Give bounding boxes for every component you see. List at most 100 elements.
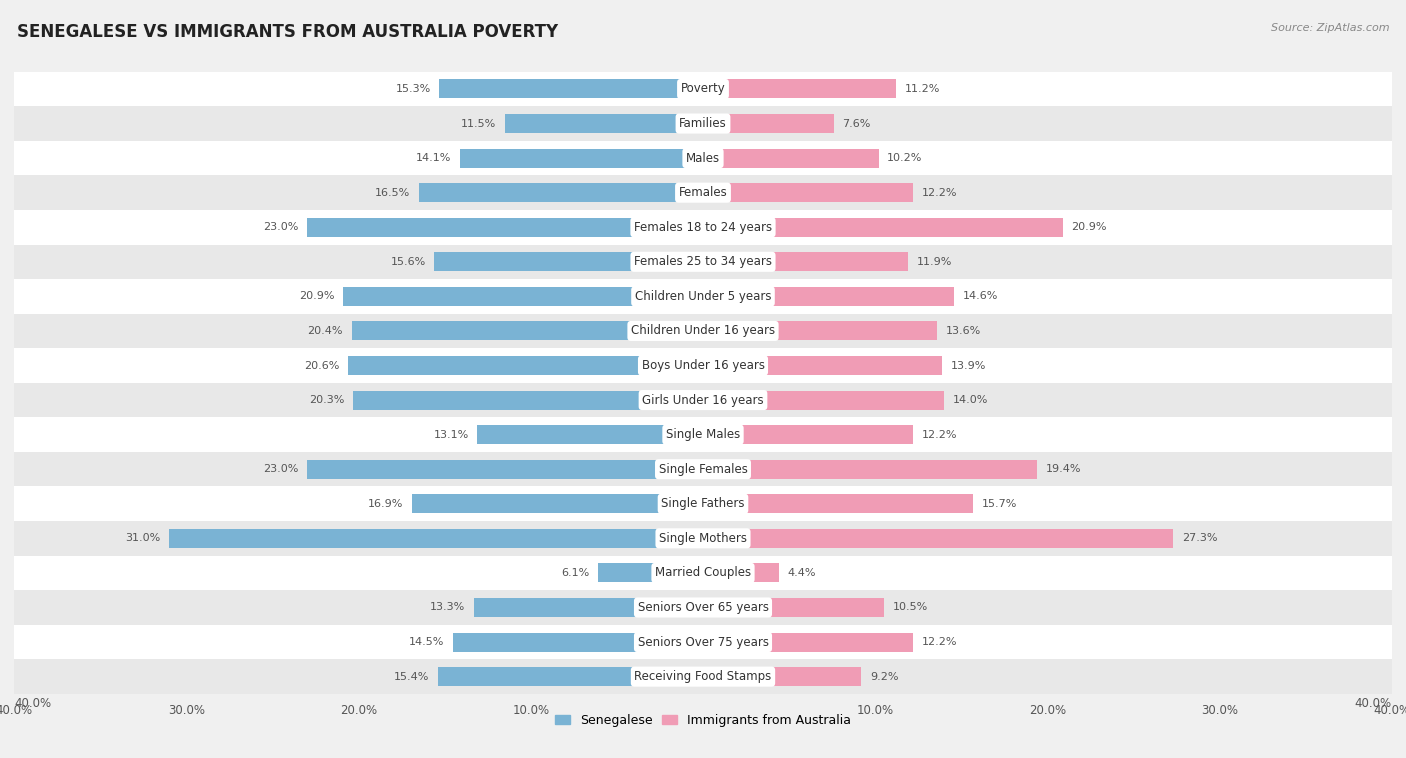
Text: Single Males: Single Males [666,428,740,441]
Text: 12.2%: 12.2% [922,637,957,647]
Bar [434,252,703,271]
Text: 11.2%: 11.2% [904,84,939,94]
Bar [703,459,1038,479]
Text: 16.5%: 16.5% [375,188,411,198]
Text: Children Under 5 years: Children Under 5 years [634,290,772,303]
Text: 15.7%: 15.7% [981,499,1018,509]
Text: 20.9%: 20.9% [299,291,335,302]
Bar [14,72,1392,106]
Text: 31.0%: 31.0% [125,534,160,543]
Text: 11.9%: 11.9% [917,257,952,267]
Bar [14,590,1392,625]
Bar [307,218,703,236]
Bar [598,563,703,582]
Bar [14,556,1392,590]
Text: Seniors Over 65 years: Seniors Over 65 years [637,601,769,614]
Text: Single Mothers: Single Mothers [659,532,747,545]
Text: 40.0%: 40.0% [1355,697,1392,710]
Text: 14.6%: 14.6% [963,291,998,302]
Bar [703,287,955,306]
Text: 4.4%: 4.4% [787,568,815,578]
Bar [14,625,1392,659]
Bar [14,175,1392,210]
Bar [703,321,938,340]
Text: 13.9%: 13.9% [950,361,987,371]
Bar [343,287,703,306]
Text: 11.5%: 11.5% [461,118,496,129]
Bar [703,598,884,617]
Bar [703,183,912,202]
Bar [703,80,896,99]
Text: Single Fathers: Single Fathers [661,497,745,510]
Text: Females 18 to 24 years: Females 18 to 24 years [634,221,772,233]
Bar [703,114,834,133]
Text: 20.6%: 20.6% [304,361,340,371]
Text: 13.6%: 13.6% [946,326,981,336]
Text: SENEGALESE VS IMMIGRANTS FROM AUSTRALIA POVERTY: SENEGALESE VS IMMIGRANTS FROM AUSTRALIA … [17,23,558,41]
Bar [703,667,862,686]
Text: 20.3%: 20.3% [309,395,344,405]
Bar [14,418,1392,452]
Text: 13.1%: 13.1% [433,430,468,440]
Text: 10.2%: 10.2% [887,153,922,163]
Text: Boys Under 16 years: Boys Under 16 years [641,359,765,372]
Bar [440,80,703,99]
Bar [349,356,703,375]
Bar [703,632,912,652]
Bar [437,667,703,686]
Text: 19.4%: 19.4% [1046,464,1081,475]
Bar [703,218,1063,236]
Text: 20.9%: 20.9% [1071,222,1107,232]
Text: Poverty: Poverty [681,83,725,96]
Bar [14,659,1392,694]
Text: 16.9%: 16.9% [368,499,404,509]
Bar [703,425,912,444]
Bar [453,632,703,652]
Bar [412,494,703,513]
Bar [14,348,1392,383]
Text: Married Couples: Married Couples [655,566,751,579]
Bar [169,529,703,548]
Text: 12.2%: 12.2% [922,188,957,198]
Text: 15.3%: 15.3% [395,84,430,94]
Bar [14,106,1392,141]
Bar [352,321,703,340]
Bar [460,149,703,168]
Text: 23.0%: 23.0% [263,464,298,475]
Text: 14.5%: 14.5% [409,637,444,647]
Bar [14,141,1392,175]
Bar [703,390,945,409]
Text: 15.4%: 15.4% [394,672,429,681]
Bar [505,114,703,133]
Legend: Senegalese, Immigrants from Australia: Senegalese, Immigrants from Australia [550,709,856,732]
Bar [14,452,1392,487]
Text: 20.4%: 20.4% [308,326,343,336]
Text: Seniors Over 75 years: Seniors Over 75 years [637,635,769,649]
Text: Females 25 to 34 years: Females 25 to 34 years [634,255,772,268]
Bar [14,314,1392,348]
Text: 12.2%: 12.2% [922,430,957,440]
Bar [478,425,703,444]
Bar [703,149,879,168]
Bar [14,245,1392,279]
Text: Girls Under 16 years: Girls Under 16 years [643,393,763,406]
Bar [307,459,703,479]
Bar [14,210,1392,245]
Bar [14,521,1392,556]
Bar [703,529,1173,548]
Text: 15.6%: 15.6% [391,257,426,267]
Bar [419,183,703,202]
Bar [14,487,1392,521]
Text: 6.1%: 6.1% [561,568,589,578]
Bar [703,563,779,582]
Text: Males: Males [686,152,720,164]
Bar [14,279,1392,314]
Text: 40.0%: 40.0% [14,697,51,710]
Bar [703,356,942,375]
Bar [14,383,1392,418]
Text: 14.1%: 14.1% [416,153,451,163]
Text: Families: Families [679,117,727,130]
Text: 14.0%: 14.0% [953,395,988,405]
Text: Children Under 16 years: Children Under 16 years [631,324,775,337]
Text: 7.6%: 7.6% [842,118,870,129]
